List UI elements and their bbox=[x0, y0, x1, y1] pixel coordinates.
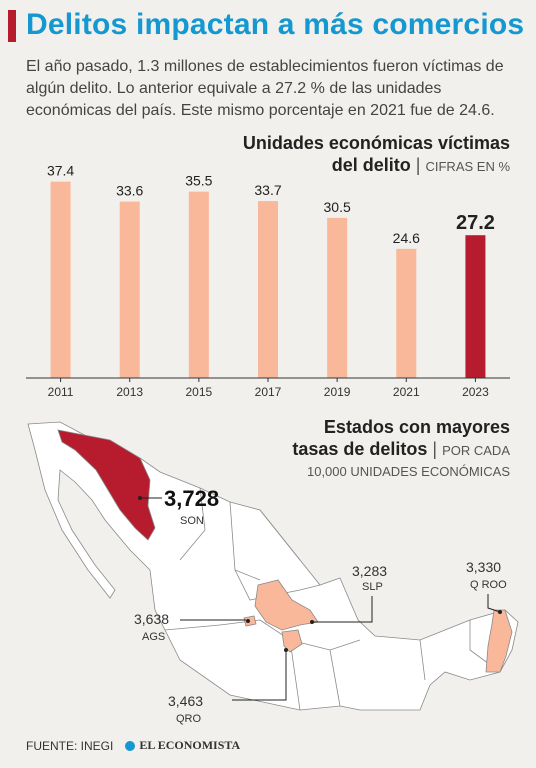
page-title: Delitos impactan a más comercios bbox=[26, 8, 525, 41]
callout-qroo: 3,330 Q ROO bbox=[466, 559, 507, 614]
callout-son-dot bbox=[138, 496, 142, 500]
brand-logo-icon bbox=[125, 740, 136, 751]
map-unit-line2: 10,000 UNIDADES ECONÓMICAS bbox=[306, 464, 510, 479]
bar-value-label: 37.4 bbox=[47, 163, 74, 179]
x-axis-tick-label: 2021 bbox=[393, 385, 420, 399]
x-axis-tick-label: 2023 bbox=[462, 385, 489, 399]
bar-2015 bbox=[188, 191, 209, 378]
callout-qroo-value: 3,330 bbox=[466, 559, 501, 575]
bar-2021 bbox=[396, 248, 417, 378]
callout-son-value: 3,728 bbox=[164, 486, 219, 511]
callout-ags-code: AGS bbox=[142, 631, 165, 643]
footer: FUENTE: INEGI EL ECONOMISTA bbox=[26, 738, 240, 753]
x-axis-tick-label: 2011 bbox=[48, 385, 74, 399]
map-state-lines bbox=[164, 487, 501, 711]
callout-son: 3,728 SON bbox=[138, 486, 219, 527]
bar-2013 bbox=[119, 201, 140, 378]
x-axis-tick-label: 2019 bbox=[324, 385, 351, 399]
source-label: FUENTE: INEGI bbox=[26, 738, 114, 753]
map-land bbox=[27, 421, 519, 711]
callout-slp-value: 3,283 bbox=[352, 563, 387, 579]
map-title: Estados con mayores tasas de delitos | P… bbox=[292, 416, 510, 462]
callout-qro-code: QRO bbox=[176, 713, 202, 725]
x-axis-tick-label: 2017 bbox=[255, 385, 282, 399]
map-state-qroo bbox=[485, 609, 513, 673]
callout-slp-dot bbox=[310, 620, 314, 624]
callout-ags-dot bbox=[246, 619, 250, 623]
bar-value-label: 33.7 bbox=[254, 182, 281, 198]
callout-slp-code: SLP bbox=[362, 581, 383, 593]
callout-ags-value: 3,638 bbox=[134, 611, 169, 627]
bar-value-label: 30.5 bbox=[324, 199, 351, 215]
callout-qro: 3,463 QRO bbox=[168, 648, 288, 725]
callout-qroo-line bbox=[487, 594, 501, 613]
chart-title-line1: Unidades económicas víctimas bbox=[242, 133, 510, 153]
callout-slp-line bbox=[312, 596, 373, 623]
chart-unit-label: CIFRAS EN % bbox=[425, 159, 510, 174]
callout-qro-line bbox=[232, 650, 287, 701]
chart-title-line2: del delito bbox=[331, 155, 411, 175]
callout-slp: 3,283 SLP bbox=[310, 563, 387, 624]
map-title-line1: Estados con mayores bbox=[323, 417, 510, 437]
callout-qroo-dot bbox=[498, 610, 502, 614]
bar-2023 bbox=[465, 235, 486, 378]
map-state-qro bbox=[281, 629, 303, 653]
title-accent-bar bbox=[8, 10, 16, 42]
callout-qro-value: 3,463 bbox=[168, 693, 203, 709]
chart-title-separator: | bbox=[415, 155, 426, 175]
callout-son-code: SON bbox=[180, 515, 204, 527]
bar-value-label: 35.5 bbox=[185, 173, 212, 189]
bar-2011 bbox=[50, 181, 71, 378]
bar-value-label: 33.6 bbox=[116, 183, 143, 199]
map-title-line2: tasas de delitos bbox=[292, 439, 428, 459]
brand-logo-text: EL ECONOMISTA bbox=[139, 738, 241, 752]
map-state-son bbox=[57, 429, 156, 541]
bar-chart: 37.4 2011 33.6 2013 35.5 2015 33.7 2017 30.5 2019… bbox=[26, 163, 510, 399]
bar-value-label: 24.6 bbox=[393, 230, 420, 246]
chart-title: Unidades económicas víctimas del delito … bbox=[243, 132, 510, 178]
bar-2017 bbox=[258, 201, 278, 378]
x-axis-tick-label: 2013 bbox=[116, 385, 143, 399]
bar-value-label: 27.2 bbox=[456, 212, 495, 234]
callout-qro-dot bbox=[284, 648, 288, 652]
lead-paragraph: El año pasado, 1.3 millones de estableci… bbox=[26, 58, 504, 119]
mexico-map: 3,728 SON 3,283 SLP 3,330 Q ROO 3,638 AG… bbox=[27, 421, 519, 725]
map-unit-line1: POR CADA bbox=[442, 443, 510, 458]
bar-2019 bbox=[327, 217, 348, 378]
callout-qroo-code: Q ROO bbox=[470, 579, 507, 591]
map-title-separator: | bbox=[432, 439, 443, 459]
brand-logo: EL ECONOMISTA bbox=[125, 738, 240, 753]
x-axis-tick-label: 2015 bbox=[186, 385, 213, 399]
map-state-slp bbox=[254, 579, 319, 631]
header: Delitos impactan a más comercios bbox=[0, 8, 536, 48]
callout-ags: 3,638 AGS bbox=[134, 611, 250, 643]
